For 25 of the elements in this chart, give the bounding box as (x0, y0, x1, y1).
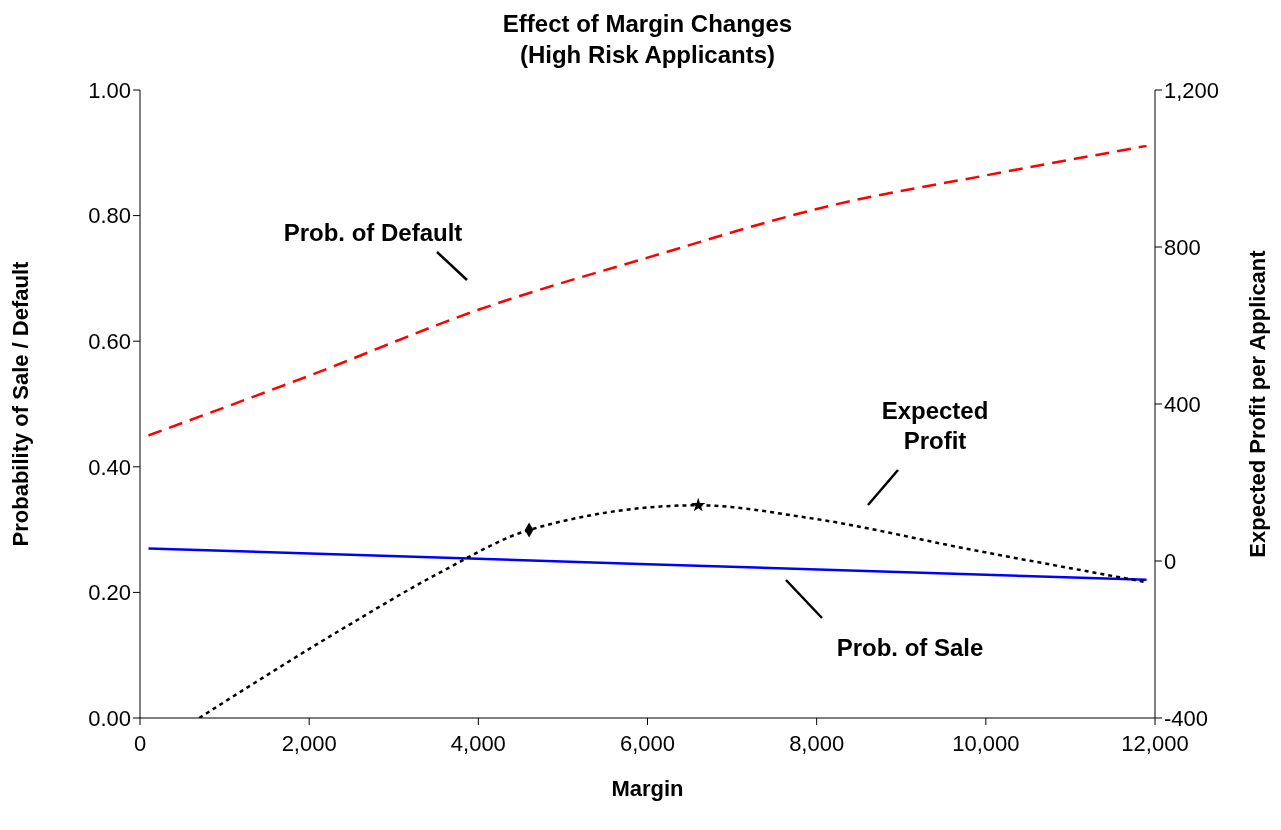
x-tick-label: 8,000 (789, 730, 845, 756)
y-tick-label: 1.00 (88, 77, 131, 103)
y-tick-label: 0.80 (88, 203, 131, 229)
chart-title: Effect of Margin Changes (High Risk Applicants) (501, 9, 794, 70)
y-tick-label: 0.60 (88, 329, 131, 355)
text: Prob. of Default (283, 219, 463, 246)
x-tick-label: 10,000 (952, 730, 1020, 756)
x-tick-label: 2,000 (281, 730, 337, 756)
y-axis-title: Probability of Sale / Default (7, 260, 33, 547)
y-tick-label: 0.20 (88, 580, 131, 606)
x-tick-label: 12,000 (1121, 730, 1189, 756)
y2-tick-label: 0 (1164, 548, 1177, 574)
y2-tick-label: 400 (1164, 391, 1201, 417)
x-tick-label: 4,000 (450, 730, 506, 756)
text: Prob. of Sale (836, 634, 984, 661)
y2-tick-label: 800 (1164, 234, 1201, 260)
x-axis-title: Margin (611, 776, 684, 801)
text: Expected Profit (881, 397, 989, 454)
y2-axis-title: Expected Profit per Applicant (1244, 249, 1270, 558)
y-tick-label: 0.40 (88, 454, 131, 480)
x-tick-label: 0 (133, 730, 147, 756)
x-tick-label: 6,000 (619, 730, 676, 756)
y2-tick-label: 1,200 (1164, 77, 1220, 103)
y-tick-label: 0.00 (88, 705, 131, 731)
y2-tick-label: -400 (1164, 705, 1209, 731)
